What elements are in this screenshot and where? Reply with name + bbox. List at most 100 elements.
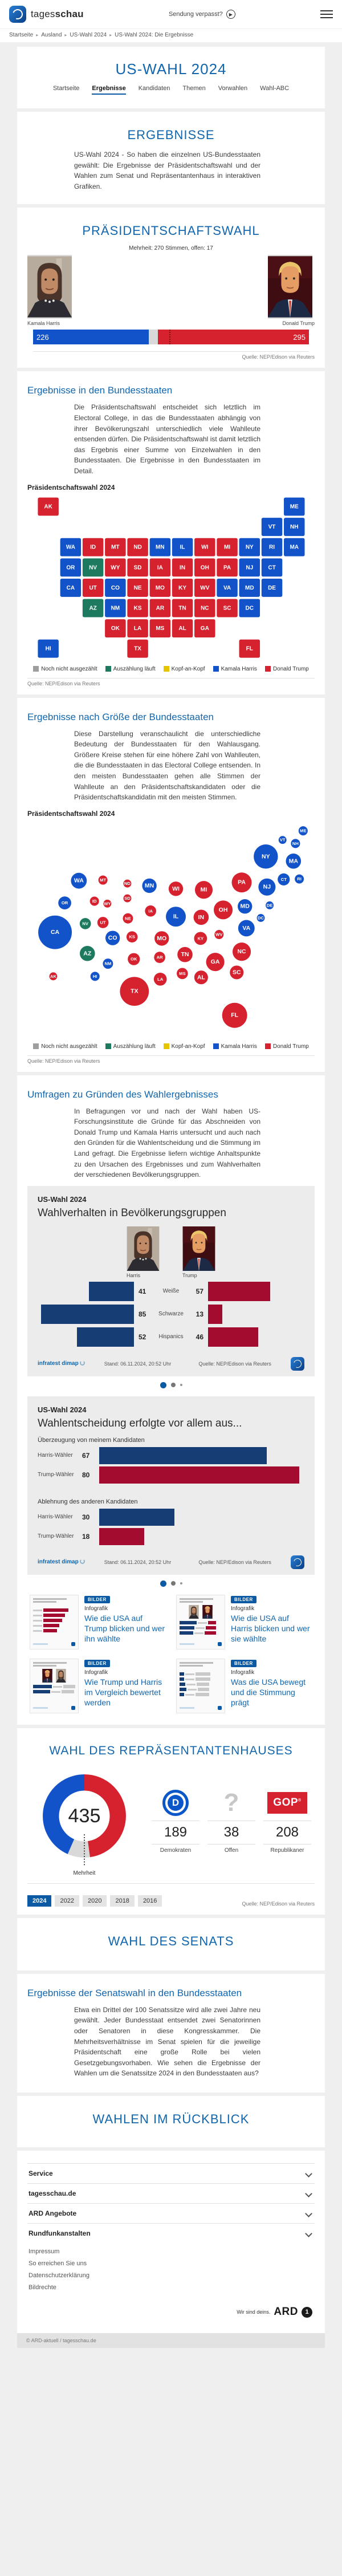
- state-bubble-AK[interactable]: [49, 972, 58, 981]
- state-tile-CO[interactable]: [105, 578, 126, 597]
- state-tile-ID[interactable]: [82, 538, 104, 556]
- breadcrumb-item[interactable]: US-Wahl 2024: [70, 32, 107, 38]
- brand-wordmark[interactable]: tagesschau: [31, 9, 84, 20]
- teaser-title[interactable]: Was die USA bewegt und die Stimmung präg…: [231, 1677, 306, 1708]
- state-bubble-OK[interactable]: [128, 953, 140, 965]
- state-bubble-AL[interactable]: [194, 970, 208, 984]
- breadcrumb-item[interactable]: Ausland: [41, 32, 62, 38]
- state-bubble-MI[interactable]: [194, 880, 213, 899]
- carousel-dot-active[interactable]: [160, 1382, 166, 1388]
- state-bubble-AR[interactable]: [154, 951, 165, 963]
- footer-link-kontakt[interactable]: So erreichen Sie uns: [28, 2260, 87, 2267]
- carousel-dot[interactable]: [180, 1582, 182, 1585]
- tab-startseite[interactable]: Startseite: [52, 85, 80, 92]
- state-tile-NJ[interactable]: [239, 558, 260, 576]
- state-bubble-OR[interactable]: [58, 896, 71, 909]
- teaser-title[interactable]: Wie die USA auf Harris blicken und wer s…: [231, 1613, 310, 1644]
- survey-section-title[interactable]: Umfragen zu Gründen des Wahlergebnisses: [27, 1088, 218, 1100]
- state-tile-AK[interactable]: [38, 497, 59, 516]
- state-tile-IL[interactable]: [172, 538, 193, 556]
- state-tile-VA[interactable]: [217, 578, 238, 597]
- breadcrumb-item[interactable]: Startseite: [9, 32, 34, 38]
- teaser-trump-profile[interactable]: BILDER Infografik Wie die USA auf Trump …: [30, 1594, 166, 1649]
- state-bubble-MA[interactable]: [286, 853, 302, 869]
- state-tile-KS[interactable]: [127, 599, 148, 617]
- state-bubble-CO[interactable]: [105, 931, 120, 945]
- state-tile-MI[interactable]: [217, 538, 238, 556]
- state-tile-NE[interactable]: [127, 578, 148, 597]
- state-bubble-AZ[interactable]: [79, 945, 95, 961]
- state-tile-MS[interactable]: [149, 619, 171, 637]
- tab-kandidaten[interactable]: Kandidaten: [138, 85, 170, 92]
- donut-slice-Demokraten[interactable]: [43, 1774, 126, 1858]
- state-bubble-IN[interactable]: [193, 909, 209, 925]
- footer-link-bildrechte[interactable]: Bildrechte: [28, 2284, 56, 2291]
- state-bubble-KS[interactable]: [126, 931, 138, 942]
- state-tile-AZ[interactable]: [82, 599, 104, 617]
- accordion-rundfunkanstalten[interactable]: Rundfunkanstalten: [27, 2223, 315, 2243]
- state-bubble-OH[interactable]: [214, 900, 233, 920]
- state-tile-NV[interactable]: [82, 558, 104, 576]
- state-bubble-NY[interactable]: [254, 844, 278, 869]
- state-bubble-WV[interactable]: [214, 929, 224, 939]
- state-bubble-NC[interactable]: [232, 942, 251, 961]
- state-bubble-IA[interactable]: [145, 905, 156, 917]
- state-tile-NY[interactable]: [239, 538, 260, 556]
- senate-sub-title[interactable]: Ergebnisse der Senatswahl in den Bundess…: [27, 1987, 242, 1998]
- state-tile-FL[interactable]: [239, 639, 260, 658]
- year-chip-2018[interactable]: 2018: [110, 1895, 135, 1907]
- state-bubble-FL[interactable]: [222, 1002, 247, 1028]
- state-bubble-CT[interactable]: [278, 873, 290, 885]
- state-bubble-GA[interactable]: [206, 952, 225, 971]
- state-tile-TN[interactable]: [172, 599, 193, 617]
- year-chip-2016[interactable]: 2016: [137, 1895, 162, 1907]
- state-tile-NH[interactable]: [284, 517, 305, 536]
- state-bubble-CA[interactable]: [38, 915, 72, 949]
- state-tile-WA[interactable]: [60, 538, 82, 556]
- size-section-title[interactable]: Ergebnisse nach Größe der Bundesstaaten: [27, 711, 214, 722]
- state-tile-ME[interactable]: [284, 497, 305, 516]
- state-tile-WI[interactable]: [194, 538, 215, 556]
- tab-themen[interactable]: Themen: [182, 85, 206, 92]
- hamburger-menu-icon[interactable]: [320, 10, 333, 18]
- year-chip-2022[interactable]: 2022: [55, 1895, 79, 1907]
- state-tile-MN[interactable]: [149, 538, 171, 556]
- teaser-harris-profile[interactable]: BILDER Infografik Wie die USA auf Harris…: [176, 1594, 312, 1649]
- state-tile-RI[interactable]: [261, 538, 283, 556]
- tab-ergebnisse[interactable]: Ergebnisse: [92, 85, 126, 95]
- footer-link-impressum[interactable]: Impressum: [28, 2248, 60, 2255]
- year-chip-2024[interactable]: 2024: [27, 1895, 52, 1907]
- teaser-rating-comparison[interactable]: BILDER Infografik Wie Trump und Harris i…: [30, 1658, 166, 1713]
- state-tile-LA[interactable]: [127, 619, 148, 637]
- tagesschau-logo-icon[interactable]: [9, 6, 26, 23]
- accordion-ard-angebote[interactable]: ARD Angebote: [27, 2203, 315, 2223]
- carousel-dot[interactable]: [170, 1581, 176, 1586]
- accordion-tagesschau-de[interactable]: tagesschau.de: [27, 2183, 315, 2203]
- carousel-dot-active[interactable]: [160, 1580, 166, 1587]
- state-tile-MD[interactable]: [239, 578, 260, 597]
- us-states-bubble-map[interactable]: AK ME VT NH WA ID MT ND MN IL WI MI NY RI MA OR NV WY SD IA…: [27, 821, 324, 1039]
- state-tile-MT[interactable]: [105, 538, 126, 556]
- state-bubble-ND[interactable]: [123, 879, 132, 888]
- state-bubble-MN[interactable]: [142, 878, 157, 893]
- state-bubble-KY[interactable]: [194, 932, 207, 945]
- state-bubble-NV[interactable]: [79, 917, 91, 929]
- carousel-dot[interactable]: [170, 1383, 176, 1388]
- state-bubble-RI[interactable]: [295, 874, 304, 884]
- state-tile-HI[interactable]: [38, 639, 59, 658]
- state-bubble-MO[interactable]: [154, 931, 169, 946]
- state-tile-SC[interactable]: [217, 599, 238, 617]
- state-tile-NC[interactable]: [194, 599, 215, 617]
- state-bubble-SC[interactable]: [230, 965, 244, 980]
- us-states-tile-map[interactable]: AK ME VT NH WA ID MT ND MN IL WI MI NY RI MA OR NV WY SD IA…: [27, 495, 315, 661]
- state-bubble-WY[interactable]: [103, 899, 112, 908]
- teaser-mood[interactable]: BILDER Infografik Was die USA bewegt und…: [176, 1658, 312, 1713]
- tab-vorwahlen[interactable]: Vorwahlen: [218, 85, 248, 92]
- state-bubble-WA[interactable]: [71, 872, 87, 889]
- state-bubble-PA[interactable]: [231, 872, 252, 892]
- teaser-title[interactable]: Wie die USA auf Trump blicken und wer ih…: [84, 1613, 165, 1644]
- state-bubble-MD[interactable]: [238, 899, 253, 914]
- state-bubble-TX[interactable]: [120, 977, 149, 1006]
- state-tile-DE[interactable]: [261, 578, 283, 597]
- state-tile-GA[interactable]: [194, 619, 215, 637]
